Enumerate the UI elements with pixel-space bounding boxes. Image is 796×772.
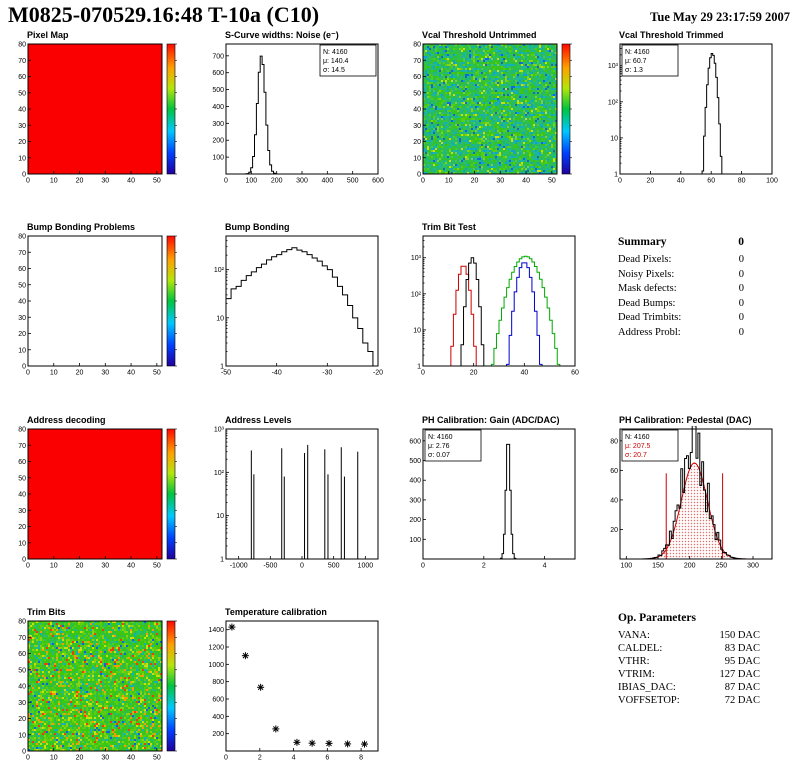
chart-title: Pixel Map bbox=[27, 30, 69, 40]
chart-title: Trim Bits bbox=[27, 607, 66, 617]
param-value: 83 DAC bbox=[724, 643, 760, 654]
panel-vcal-untrimmed: Vcal Threshold Untrimmed bbox=[397, 30, 587, 187]
param-value: 0 bbox=[738, 297, 744, 309]
param-label: Dead Trimbits: bbox=[618, 312, 682, 323]
pixel-map-chart bbox=[2, 41, 188, 187]
trim-bits-chart bbox=[2, 618, 188, 764]
panel-scurve-noise: S-Curve widths: Noise (e⁻) bbox=[200, 30, 390, 187]
panel-trim-bits: Trim Bits bbox=[2, 607, 192, 764]
param-row: CALDEL: 83 DAC bbox=[618, 642, 760, 655]
op-parameters-panel: Op. Parameters VANA: 150 DAC CALDEL: 83 DAC… bbox=[618, 612, 760, 707]
ph-pedestal-chart bbox=[594, 426, 780, 572]
param-label: VTRIM: bbox=[618, 669, 655, 680]
panel-ph-gain: PH Calibration: Gain (ADC/DAC) bbox=[397, 415, 587, 572]
scurve-noise-chart bbox=[200, 41, 386, 187]
param-row: VTRIM: 127 DAC bbox=[618, 668, 760, 681]
bump-bonding-problems-chart bbox=[2, 233, 188, 379]
summary-total: 0 bbox=[738, 236, 744, 248]
chart-title: Vcal Threshold Trimmed bbox=[619, 30, 724, 40]
chart-title: Address Levels bbox=[225, 415, 292, 425]
param-value: 0 bbox=[738, 254, 744, 265]
param-value: 0 bbox=[738, 268, 744, 280]
param-row: Address Probl: 0 bbox=[618, 326, 744, 341]
param-row: VOFFSETOP: 72 DAC bbox=[618, 694, 760, 707]
panel-temperature-calibration: Temperature calibration bbox=[200, 607, 390, 764]
address-levels-chart bbox=[200, 426, 386, 572]
param-row: Mask defects: 0 bbox=[618, 282, 744, 297]
summary-panel: Summary 0 Dead Pixels: 0 Noisy Pixels: 0 Mas… bbox=[618, 236, 744, 340]
param-label: VTHR: bbox=[618, 656, 650, 667]
summary-rows: Dead Pixels: 0 Noisy Pixels: 0 Mask defects:… bbox=[618, 253, 744, 340]
panel-pixel-map: Pixel Map bbox=[2, 30, 192, 187]
param-row: Dead Bumps: 0 bbox=[618, 297, 744, 312]
chart-title: Bump Bonding bbox=[225, 222, 290, 232]
param-row: Dead Trimbits: 0 bbox=[618, 311, 744, 326]
chart-title: S-Curve widths: Noise (e⁻) bbox=[225, 30, 339, 40]
panel-bump-bonding: Bump Bonding bbox=[200, 222, 390, 379]
summary-title: Summary bbox=[618, 236, 667, 248]
chart-title: Address decoding bbox=[27, 415, 106, 425]
param-label: Address Probl: bbox=[618, 326, 681, 338]
param-label: Dead Pixels: bbox=[618, 254, 672, 265]
panel-vcal-trimmed: Vcal Threshold Trimmed bbox=[594, 30, 784, 187]
page-title: M0825-070529.16:48 T-10a (C10) bbox=[8, 2, 320, 27]
param-value: 95 DAC bbox=[724, 656, 760, 667]
ph-gain-chart bbox=[397, 426, 583, 572]
param-row: VTHR: 95 DAC bbox=[618, 655, 760, 668]
vcal-trimmed-chart bbox=[594, 41, 780, 187]
panel-trim-bit-test: Trim Bit Test bbox=[397, 222, 587, 379]
vcal-untrimmed-chart bbox=[397, 41, 583, 187]
param-value: 0 bbox=[738, 326, 744, 338]
param-value: 0 bbox=[738, 312, 744, 323]
param-label: Dead Bumps: bbox=[618, 297, 676, 309]
panel-ph-pedestal: PH Calibration: Pedestal (DAC) bbox=[594, 415, 784, 572]
param-value: 150 DAC bbox=[719, 630, 760, 641]
op-parameters-header: Op. Parameters bbox=[618, 612, 760, 624]
trim-bit-test-chart bbox=[397, 233, 583, 379]
param-label: IBIAS_DAC: bbox=[618, 682, 676, 693]
param-label: Mask defects: bbox=[618, 283, 677, 294]
bump-bonding-chart bbox=[200, 233, 386, 379]
param-label: CALDEL: bbox=[618, 643, 663, 654]
param-label: VANA: bbox=[618, 630, 650, 641]
op-parameters-rows: VANA: 150 DAC CALDEL: 83 DAC VTHR: 95 DAC VTRI… bbox=[618, 629, 760, 707]
param-value: 72 DAC bbox=[724, 695, 760, 706]
param-value: 87 DAC bbox=[724, 682, 760, 693]
param-value: 0 bbox=[738, 283, 744, 294]
chart-title: Vcal Threshold Untrimmed bbox=[422, 30, 537, 40]
chart-title: PH Calibration: Gain (ADC/DAC) bbox=[422, 415, 560, 425]
param-row: Dead Pixels: 0 bbox=[618, 253, 744, 268]
timestamp: Tue May 29 23:17:59 2007 bbox=[650, 10, 790, 24]
param-row: Noisy Pixels: 0 bbox=[618, 268, 744, 283]
param-label: VOFFSETOP: bbox=[618, 695, 680, 706]
panel-bump-bonding-problems: Bump Bonding Problems bbox=[2, 222, 192, 379]
op-parameters-title: Op. Parameters bbox=[618, 612, 696, 624]
param-row: IBIAS_DAC: 87 DAC bbox=[618, 681, 760, 694]
panel-address-decoding: Address decoding bbox=[2, 415, 192, 572]
summary-header: Summary 0 bbox=[618, 236, 744, 248]
param-label: Noisy Pixels: bbox=[618, 268, 675, 280]
param-row: VANA: 150 DAC bbox=[618, 629, 760, 642]
chart-title: Bump Bonding Problems bbox=[27, 222, 135, 232]
address-decoding-chart bbox=[2, 426, 188, 572]
chart-title: Trim Bit Test bbox=[422, 222, 476, 232]
param-value: 127 DAC bbox=[719, 669, 760, 680]
chart-title: PH Calibration: Pedestal (DAC) bbox=[619, 415, 752, 425]
panel-address-levels: Address Levels bbox=[200, 415, 390, 572]
chart-title: Temperature calibration bbox=[225, 607, 327, 617]
temperature-calibration-chart bbox=[200, 618, 386, 764]
